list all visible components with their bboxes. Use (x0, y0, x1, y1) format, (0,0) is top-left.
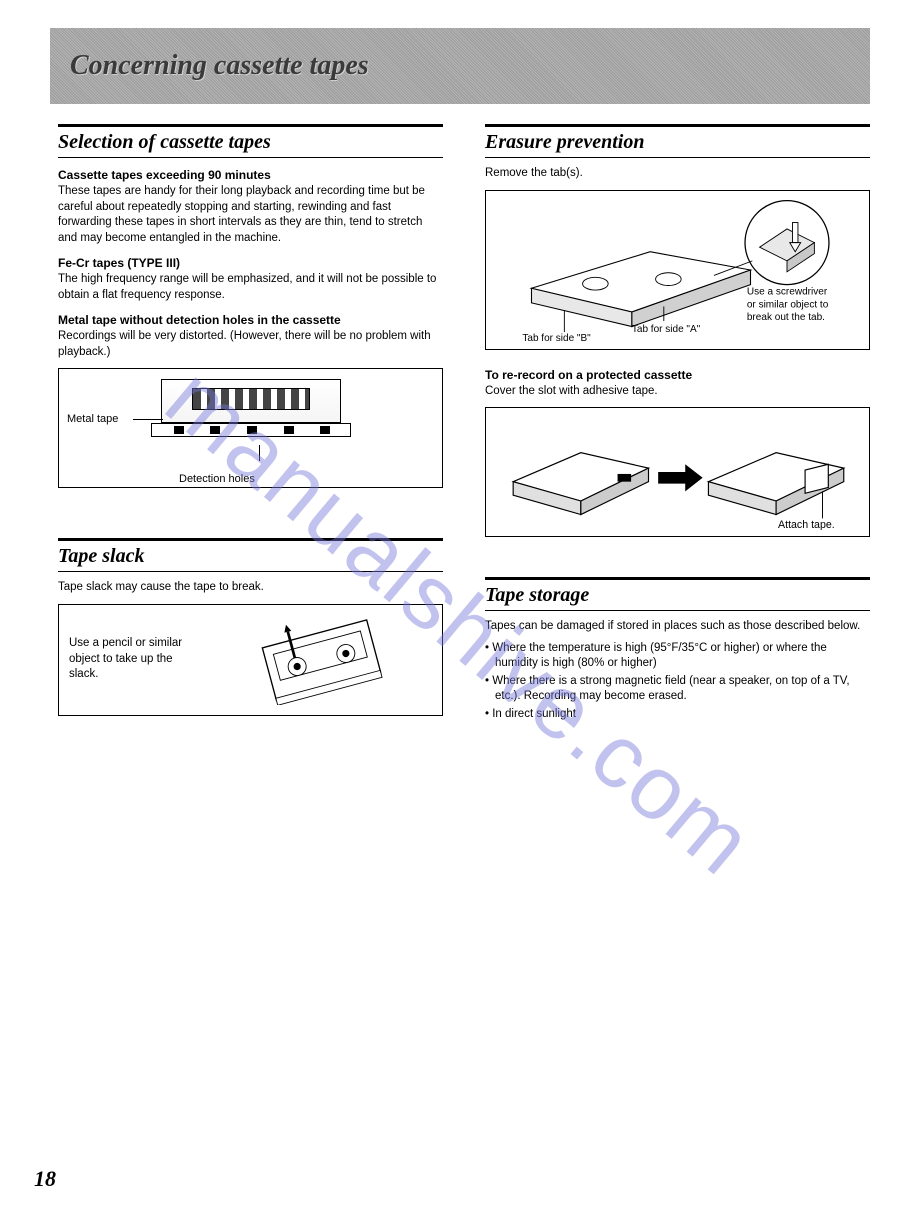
subheading: Fe-Cr tapes (TYPE III) (58, 256, 443, 270)
rerecord-illustration: Attach tape. (492, 414, 863, 530)
list-item: Where there is a strong magnetic field (… (485, 674, 870, 705)
figure-label: Metal tape (67, 413, 118, 425)
page-banner: Concerning cassette tapes (50, 28, 870, 104)
right-column: Erasure prevention Remove the tab(s). (485, 124, 870, 724)
figure-label: Attach tape. (778, 519, 835, 530)
subheading: Cassette tapes exceeding 90 minutes (58, 168, 443, 182)
body-text: Tapes can be damaged if stored in places… (485, 619, 870, 635)
figure-rerecord: Attach tape. (485, 407, 870, 537)
body-text: These tapes are handy for their long pla… (58, 184, 443, 246)
cassette-illustration (161, 379, 341, 423)
figure-label: Tab for side "B" (522, 333, 591, 343)
cassette-edge-illustration (151, 423, 351, 437)
section-heading: Tape storage (485, 577, 870, 611)
body-text: Tape slack may cause the tape to break. (58, 580, 443, 596)
section-heading: Erasure prevention (485, 124, 870, 158)
subheading: Metal tape without detection holes in th… (58, 313, 443, 327)
page-title: Concerning cassette tapes (70, 50, 369, 82)
list-item: In direct sunlight (485, 707, 870, 723)
arrow-right-icon (658, 464, 702, 491)
figure-label: Detection holes (179, 473, 255, 485)
cassette-slack-illustration (211, 615, 432, 705)
subheading: To re-record on a protected cassette (485, 368, 870, 382)
erasure-illustration: Tab for side "B" Tab for side "A" Use a … (494, 197, 861, 343)
list-item: Where the temperature is high (95°F/35°C… (485, 641, 870, 672)
content-columns: Selection of cassette tapes Cassette tap… (0, 124, 918, 724)
figure-label: Tab for side "A" (632, 324, 701, 335)
figure-tape-slack: Use a pencil or similar object to take u… (58, 604, 443, 716)
figure-erasure-prevention: Tab for side "B" Tab for side "A" Use a … (485, 190, 870, 350)
figure-caption: Use a pencil or similar object to take u… (69, 636, 199, 683)
section-heading: Tape slack (58, 538, 443, 572)
bullet-list: Where the temperature is high (95°F/35°C… (485, 641, 870, 723)
figure-metal-tape: Metal tape Detection holes (58, 368, 443, 488)
body-text: Remove the tab(s). (485, 166, 870, 182)
body-text: Recordings will be very distorted. (Howe… (58, 329, 443, 360)
figure-label: Use a screwdriver or similar object to b… (747, 286, 838, 324)
body-text: Cover the slot with adhesive tape. (485, 384, 870, 400)
page-number: 18 (34, 1166, 56, 1192)
section-heading: Selection of cassette tapes (58, 124, 443, 158)
left-column: Selection of cassette tapes Cassette tap… (58, 124, 443, 724)
body-text: The high frequency range will be emphasi… (58, 272, 443, 303)
